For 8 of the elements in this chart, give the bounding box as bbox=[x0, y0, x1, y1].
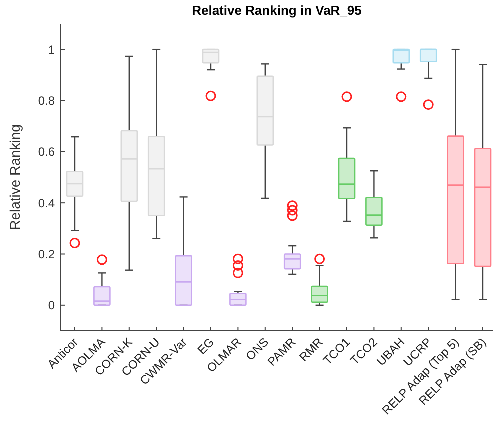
y-tick-label: 0.6 bbox=[38, 145, 56, 160]
y-tick-label: 0 bbox=[48, 298, 56, 313]
y-tick-label: 0.4 bbox=[38, 196, 56, 210]
chart-title: Relative Ranking in VaR_95 bbox=[192, 3, 362, 18]
y-axis-title: Relative Ranking bbox=[7, 124, 23, 230]
y-tick-label: 0.8 bbox=[38, 94, 56, 108]
y-tick-label: 1 bbox=[48, 42, 56, 57]
y-tick-label: 0.2 bbox=[38, 247, 56, 262]
